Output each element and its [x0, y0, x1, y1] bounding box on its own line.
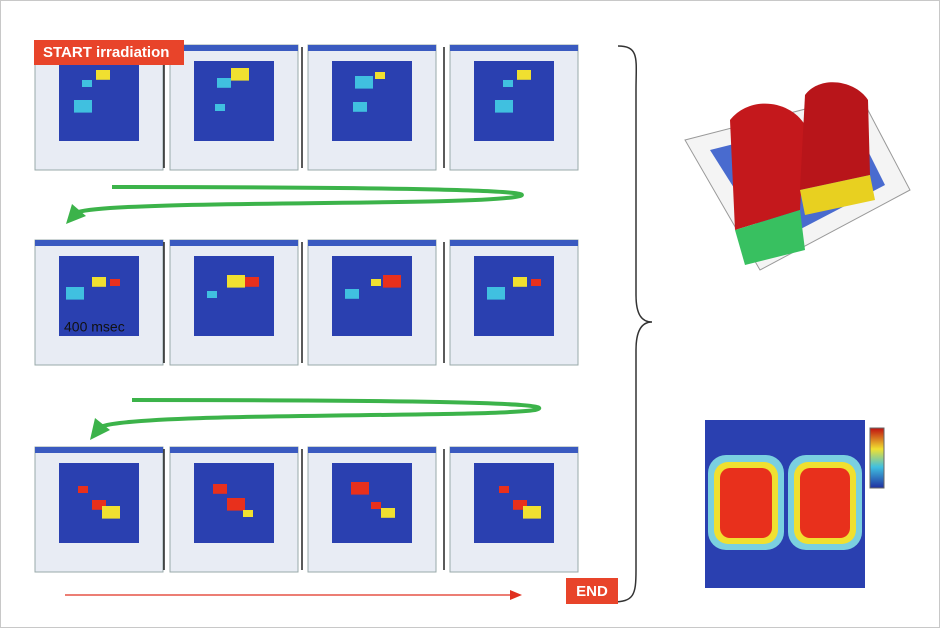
surface-peak: [730, 103, 805, 230]
panel-blob: [78, 486, 88, 493]
start-label: START irradiation: [43, 44, 169, 61]
flow-arrow-head: [90, 418, 110, 440]
panel-blob: [213, 484, 227, 494]
flow-arrow: [102, 398, 542, 428]
panel-blob: [227, 275, 245, 288]
heatmap-region: [720, 468, 772, 538]
brace: [611, 45, 653, 603]
panel-blob: [345, 289, 359, 299]
panel-blob: [96, 70, 110, 80]
colorbar: [869, 427, 885, 489]
panel-blob: [499, 486, 509, 493]
surface-peak: [800, 82, 870, 190]
timeline-arrow-head: [510, 590, 522, 600]
panel-titlebar: [450, 45, 578, 51]
panel-plot: [474, 256, 554, 336]
panel-titlebar: [170, 240, 298, 246]
heatmap-panels: [34, 44, 579, 573]
panel-blob: [513, 277, 527, 287]
flow-arrow-head: [66, 204, 86, 224]
panel-blob: [531, 279, 541, 286]
integral-heatmap: [705, 420, 885, 588]
panel-titlebar: [35, 447, 163, 453]
panel-plot: [332, 256, 412, 336]
panel-blob: [245, 277, 259, 287]
panel-plot: [332, 61, 412, 141]
panel-titlebar: [308, 240, 436, 246]
panel-blob: [66, 287, 84, 300]
panel-blob: [381, 508, 395, 518]
panel-titlebar: [308, 45, 436, 51]
end-badge: [566, 578, 618, 604]
panel-plot: [194, 256, 274, 336]
panel-blob: [207, 291, 217, 298]
panel-plot: [474, 61, 554, 141]
panel-blob: [375, 72, 385, 79]
panel-blob: [110, 279, 120, 286]
surface-slope: [800, 175, 875, 215]
panel-titlebar: [308, 447, 436, 453]
panel-blob: [495, 100, 513, 113]
panel-blob: [82, 80, 92, 87]
panel-blob: [487, 287, 505, 300]
panel-blob: [351, 482, 369, 495]
panel-blob: [92, 277, 106, 287]
panel-blob: [355, 76, 373, 89]
panel-titlebar: [35, 240, 163, 246]
panel-titlebar: [170, 45, 298, 51]
surface-slope: [735, 210, 805, 265]
panel-blob: [92, 500, 106, 510]
panel-titlebar: [450, 240, 578, 246]
panel-blob: [227, 498, 245, 511]
panel-titlebar: [450, 447, 578, 453]
panel-titlebar: [170, 447, 298, 453]
panel-blob: [217, 78, 231, 88]
panel-blob: [383, 275, 401, 288]
time-label: 400 msec: [64, 319, 125, 335]
panel-blob: [353, 102, 367, 112]
panel-blob: [517, 70, 531, 80]
panel-blob: [371, 279, 381, 286]
heatmap-region: [800, 468, 850, 538]
panel-blob: [231, 68, 249, 81]
surface-plot: [684, 82, 911, 271]
panel-blob: [513, 500, 527, 510]
panel-blob: [215, 104, 225, 111]
panel-blob: [523, 506, 541, 519]
end-label: END: [576, 583, 608, 600]
start-badge: [34, 40, 184, 65]
panel-blob: [102, 506, 120, 519]
panel-blob: [243, 510, 253, 517]
panel-blob: [74, 100, 92, 113]
panel-blob: [503, 80, 513, 87]
flow-arrow: [77, 185, 524, 214]
panel-blob: [371, 502, 381, 509]
